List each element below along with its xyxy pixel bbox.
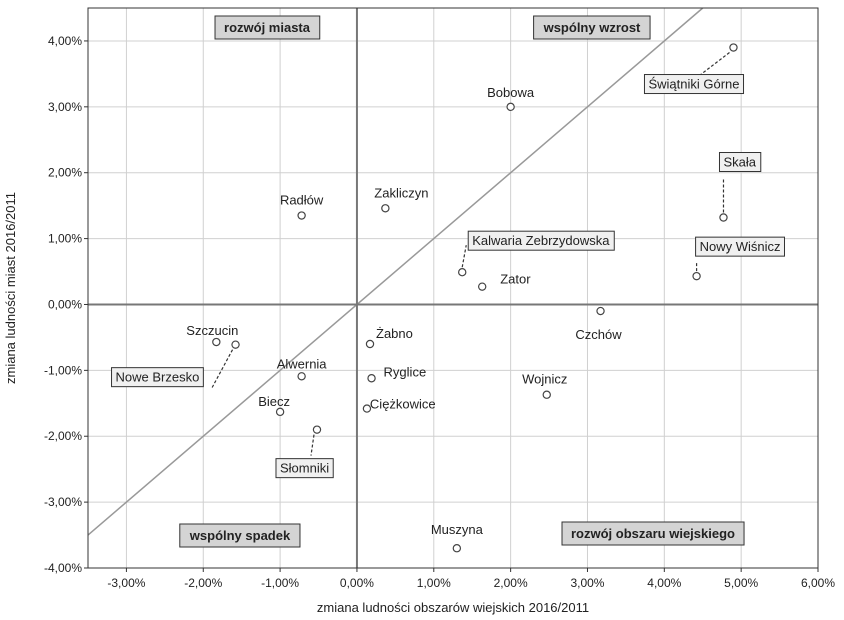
- x-tick-label: 4,00%: [647, 576, 681, 590]
- y-tick-label: -2,00%: [44, 429, 82, 443]
- point-szczucin: [212, 337, 221, 347]
- y-tick-label: 3,00%: [48, 100, 82, 114]
- y-tick-label: -3,00%: [44, 495, 82, 509]
- point-świątniki-górne: [729, 43, 738, 52]
- point-label: Biecz: [258, 394, 290, 409]
- quadrant-label-box: [533, 15, 651, 40]
- points: [212, 43, 738, 553]
- point-label: Bobowa: [487, 85, 535, 100]
- reference-line-y-equals-x: [87, 7, 704, 536]
- quadrant-label-top-right: wspólny wzrost: [543, 20, 641, 35]
- point-skała: [719, 213, 728, 222]
- quadrant-label-top-left: rozwój miasta: [224, 20, 311, 35]
- x-tick-label: 3,00%: [570, 576, 604, 590]
- y-tick-label: 4,00%: [48, 34, 82, 48]
- x-tick-label: -3,00%: [107, 576, 145, 590]
- point-nowy-wiśnicz: [692, 271, 701, 281]
- x-tick-label: -2,00%: [184, 576, 222, 590]
- quadrant-label-bottom-right: rozwój obszaru wiejskiego: [571, 526, 735, 541]
- quadrant-labels: rozwój miasta wspólny wzrost wspólny spade…: [179, 15, 745, 548]
- point-label-box: [275, 458, 334, 479]
- point-label-box: [111, 367, 204, 388]
- reference-line-layer: [87, 7, 704, 536]
- plot-frame: [87, 7, 819, 569]
- point-zator: [478, 282, 487, 291]
- quadrant-label-bottom-left: wspólny spadek: [189, 528, 291, 543]
- point-label: Kalwaria Zebrzydowska: [472, 233, 610, 248]
- x-axis-title: zmiana ludności obszarów wiejskich 2016/…: [317, 600, 589, 615]
- point-biecz: [275, 407, 285, 417]
- point-czchów: [596, 306, 605, 316]
- point-label-box: [643, 74, 745, 95]
- y-tick-label: 0,00%: [48, 297, 82, 311]
- x-tick-label: 1,00%: [417, 576, 451, 590]
- tick-labels: -3,00% -2,00% -1,00% 0,00% 1,00% 2,00% 3,00% 4,…: [44, 34, 835, 590]
- y-tick-label: 1,00%: [48, 232, 82, 246]
- point-label: Nowy Wiśnicz: [700, 239, 781, 254]
- x-tick-label: 0,00%: [340, 576, 374, 590]
- x-tick-label: 2,00%: [494, 576, 528, 590]
- point-label: Słomniki: [280, 461, 329, 476]
- point-label-box: [695, 236, 785, 257]
- point-kalwaria-zebrzydowska: [458, 267, 467, 277]
- y-tick-label: 2,00%: [48, 166, 82, 180]
- point-label: Żabno: [376, 326, 413, 341]
- leader-line: [461, 245, 467, 268]
- point-label: Radłów: [280, 193, 324, 208]
- point-label-box: [718, 152, 762, 173]
- point-label: Wojnicz: [522, 372, 567, 387]
- point-zakliczyn: [381, 204, 390, 213]
- point-słomniki: [312, 425, 322, 434]
- point-label: Szczucin: [186, 323, 238, 338]
- leader-line: [310, 434, 315, 456]
- x-tick-label: 6,00%: [801, 576, 835, 590]
- point-label: Czchów: [575, 327, 622, 342]
- point-label: Ciężkowice: [370, 397, 436, 412]
- point-wojnicz: [542, 390, 551, 399]
- point-radłów: [297, 211, 306, 220]
- point-alwernia: [297, 372, 306, 381]
- x-tick-label: 5,00%: [724, 576, 758, 590]
- point-bobowa: [506, 102, 515, 112]
- point-labels: Bobowa Świątniki Górne Skała Nowy Wiśnicz Ra…: [111, 74, 785, 537]
- point-label: Zakliczyn: [374, 185, 428, 200]
- y-tick-label: -1,00%: [44, 363, 82, 377]
- point-label: Ryglice: [384, 364, 427, 379]
- y-tick-label: -4,00%: [44, 561, 82, 575]
- point-label: Nowe Brzesko: [116, 370, 200, 385]
- point-muszyna: [452, 544, 462, 553]
- point-ciężkowice: [362, 404, 372, 413]
- point-nowe-brzesko: [231, 340, 240, 349]
- point-ryglice: [367, 374, 376, 383]
- axes: [88, 8, 818, 568]
- quadrant-label-box: [561, 521, 745, 546]
- point-label: Alwernia: [277, 356, 328, 371]
- quadrant-label-box: [214, 15, 321, 40]
- leader-line: [211, 349, 234, 389]
- point-label: Zator: [500, 272, 531, 287]
- y-axis-title: zmiana ludności miast 2016/2011: [3, 192, 18, 384]
- point-label: Świątniki Górne: [648, 77, 739, 92]
- point-label-box: [467, 230, 615, 251]
- point-label: Muszyna: [431, 522, 484, 537]
- quadrant-label-box: [179, 523, 301, 548]
- x-tick-label: -1,00%: [261, 576, 299, 590]
- point-label: Skała: [723, 155, 756, 170]
- point-żabno: [365, 339, 375, 349]
